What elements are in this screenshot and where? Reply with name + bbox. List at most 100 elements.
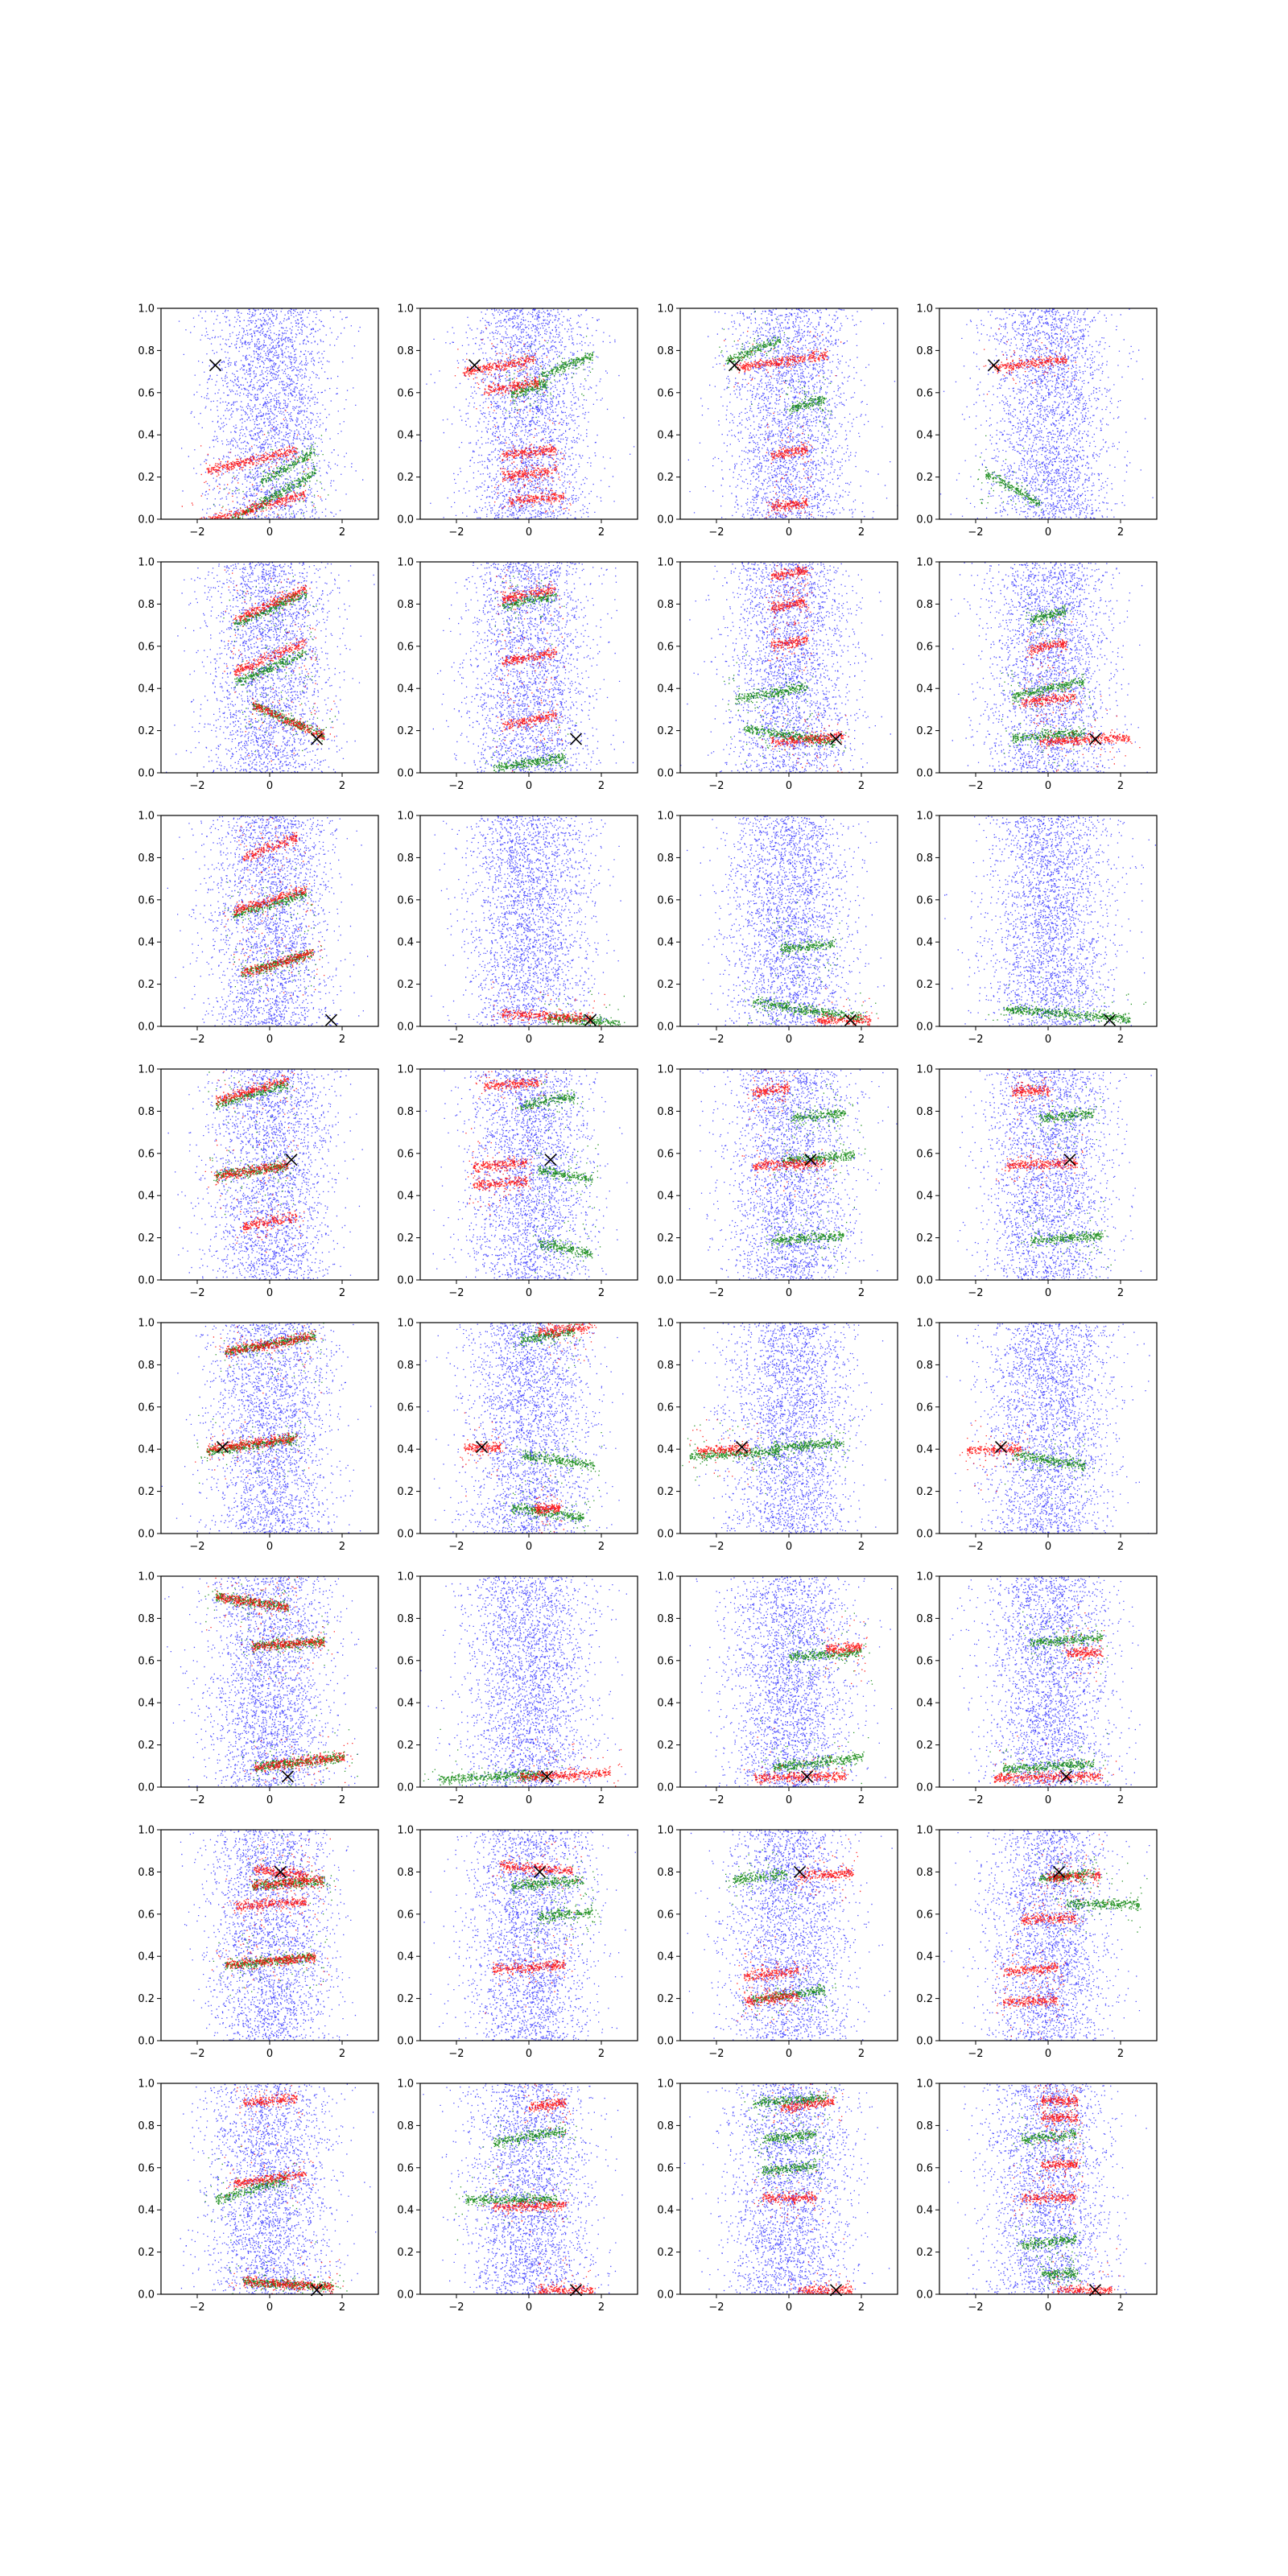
x-tick-label: 2 xyxy=(339,1794,345,1806)
series-green-points xyxy=(485,573,576,772)
series-blue-points xyxy=(929,2083,1147,2295)
y-tick-label: 0.2 xyxy=(397,1232,414,1245)
y-tick-label: 1.0 xyxy=(916,557,933,569)
y-tick-label: 0.2 xyxy=(397,2247,414,2259)
y-tick-label: 0.2 xyxy=(397,1740,414,1752)
y-tick-label: 0.4 xyxy=(916,1191,933,1203)
axes-frame xyxy=(680,1323,898,1534)
y-tick-label: 0.0 xyxy=(397,768,414,780)
x-tick-label: −2 xyxy=(708,2048,724,2060)
x-tick-label: 2 xyxy=(598,1034,605,1046)
y-tick-label: 0.0 xyxy=(916,514,933,526)
y-tick-label: 0.4 xyxy=(397,1951,414,1963)
y-tick-label: 1.0 xyxy=(138,1825,155,1837)
y-tick-label: 0.2 xyxy=(916,1486,933,1498)
y-tick-label: 0.8 xyxy=(657,2120,674,2132)
x-tick-label: 2 xyxy=(598,526,605,539)
series-red-points xyxy=(1013,2084,1121,2295)
y-tick-label: 0.2 xyxy=(397,1486,414,1498)
y-tick-label: 1.0 xyxy=(138,1571,155,1583)
y-tick-label: 1.0 xyxy=(657,1064,674,1076)
y-tick-label: 0.0 xyxy=(138,1782,155,1794)
y-tick-label: 0.6 xyxy=(657,641,674,653)
y-tick-label: 0.8 xyxy=(397,599,414,611)
y-tick-label: 0.6 xyxy=(916,1148,933,1160)
y-tick-label: 0.2 xyxy=(657,2247,674,2259)
y-tick-label: 0.2 xyxy=(138,2247,155,2259)
x-tick-label: 0 xyxy=(266,1287,273,1299)
y-tick-label: 0.4 xyxy=(916,1698,933,1710)
x-tick-label: 2 xyxy=(858,1541,865,1553)
series-blue-points xyxy=(928,562,1147,774)
series-blue-points xyxy=(168,1069,381,1281)
scatter-points xyxy=(406,2083,623,2295)
x-tick-label: 2 xyxy=(1117,526,1124,539)
scatter-points xyxy=(943,1830,1150,2041)
series-green-points xyxy=(745,902,877,1026)
y-tick-label: 0.6 xyxy=(397,1148,414,1160)
scatter-points xyxy=(937,815,1156,1027)
y-tick-label: 0.4 xyxy=(397,1444,414,1456)
series-red-points xyxy=(960,1396,1030,1492)
series-green-points xyxy=(760,1611,873,1788)
y-tick-label: 0.0 xyxy=(916,768,933,780)
series-blue-points xyxy=(671,2083,890,2295)
y-tick-label: 1.0 xyxy=(397,557,414,569)
y-tick-label: 0.6 xyxy=(657,2162,674,2174)
x-tick-label: −2 xyxy=(448,2048,464,2060)
y-tick-label: 0.6 xyxy=(138,1148,155,1160)
y-tick-label: 0.4 xyxy=(916,683,933,696)
x-tick-label: −2 xyxy=(968,1287,983,1299)
series-red-points xyxy=(994,1604,1117,1788)
scatter-points xyxy=(947,1323,1150,1534)
y-tick-label: 1.0 xyxy=(657,557,674,569)
axes-frame xyxy=(680,1830,898,2041)
y-tick-label: 1.0 xyxy=(397,1064,414,1076)
y-tick-label: 0.4 xyxy=(138,1698,155,1710)
x-tick-label: 0 xyxy=(266,1034,273,1046)
y-tick-label: 0.8 xyxy=(657,852,674,865)
panel-r0-c2: −2 0 20.00.20.40.60.81.0 xyxy=(657,303,898,539)
y-tick-label: 1.0 xyxy=(397,811,414,823)
series-red-points xyxy=(465,1069,547,1215)
x-tick-label: 0 xyxy=(1045,2048,1051,2060)
y-tick-label: 0.0 xyxy=(916,1022,933,1034)
y-tick-label: 0.6 xyxy=(916,387,933,399)
x-tick-label: −2 xyxy=(708,2301,724,2314)
x-tick-label: 0 xyxy=(526,1034,532,1046)
y-tick-label: 0.2 xyxy=(397,472,414,484)
x-tick-label: −2 xyxy=(189,780,204,792)
x-tick-label: 0 xyxy=(786,2048,792,2060)
axes-frame xyxy=(680,1576,898,1787)
y-tick-label: 0.6 xyxy=(138,1909,155,1921)
y-tick-label: 0.6 xyxy=(916,1402,933,1414)
y-tick-label: 0.0 xyxy=(397,2036,414,2048)
series-red-points xyxy=(182,410,321,520)
x-tick-label: 2 xyxy=(598,780,605,792)
x-tick-label: 2 xyxy=(1117,1794,1124,1806)
x-tick-label: 0 xyxy=(1045,2301,1051,2314)
y-tick-label: 0.6 xyxy=(397,641,414,653)
y-tick-label: 0.4 xyxy=(138,937,155,949)
panel-r5-c2: −2 0 20.00.20.40.60.81.0 xyxy=(657,1571,902,1807)
y-tick-label: 0.8 xyxy=(138,2120,155,2132)
y-tick-label: 0.2 xyxy=(138,1232,155,1245)
series-blue-points xyxy=(688,308,898,520)
y-tick-label: 0.2 xyxy=(657,1740,674,1752)
series-blue-points xyxy=(937,815,1156,1027)
y-tick-label: 0.8 xyxy=(138,345,155,357)
x-tick-label: 0 xyxy=(786,2301,792,2314)
y-tick-label: 0.4 xyxy=(397,1191,414,1203)
y-tick-label: 0.8 xyxy=(657,1613,674,1625)
y-tick-label: 0.4 xyxy=(916,1951,933,1963)
scatter-points xyxy=(179,308,391,520)
x-tick-label: 2 xyxy=(598,1541,605,1553)
y-tick-label: 0.4 xyxy=(916,430,933,442)
scatter-points xyxy=(926,308,1154,520)
y-tick-label: 0.6 xyxy=(657,1655,674,1667)
y-tick-label: 0.6 xyxy=(138,2162,155,2174)
y-tick-label: 1.0 xyxy=(397,2079,414,2091)
x-tick-label: −2 xyxy=(708,526,724,539)
y-tick-label: 0.8 xyxy=(657,599,674,611)
y-tick-label: 0.8 xyxy=(397,345,414,357)
